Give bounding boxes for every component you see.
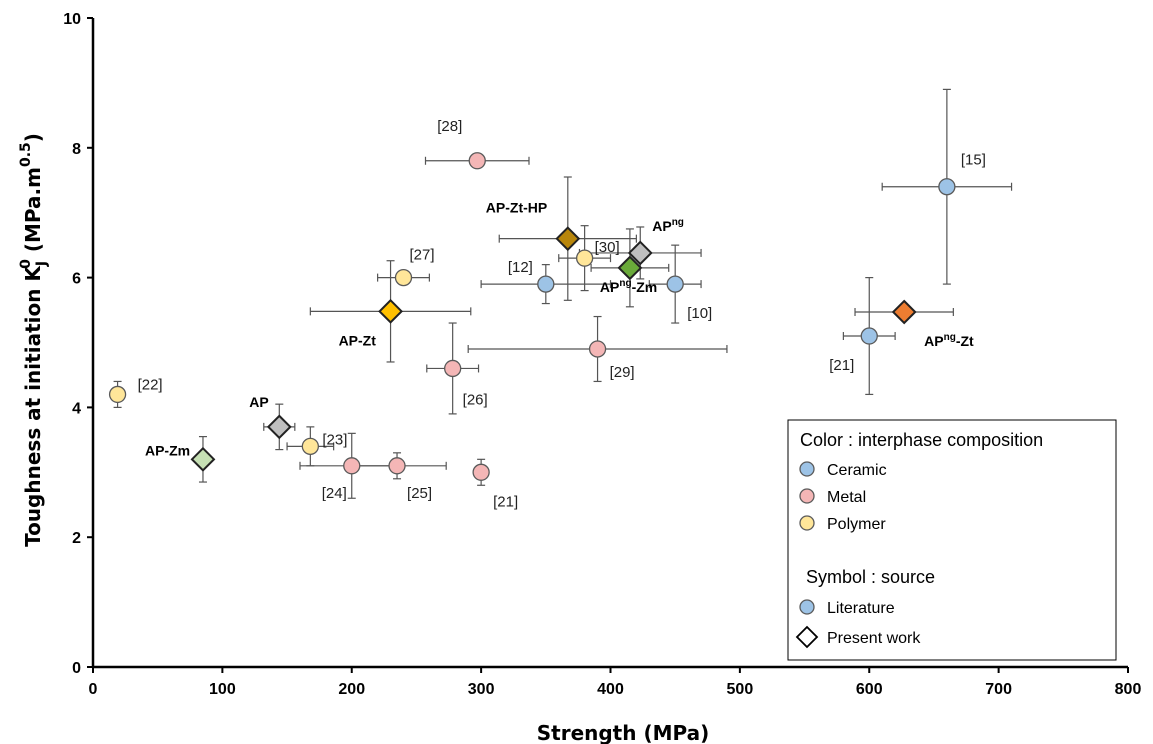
literature-point: [860, 327, 878, 345]
literature-point: [666, 275, 684, 293]
literature-point: [388, 457, 406, 475]
literature-point: [537, 275, 555, 293]
legend-symbol-marker: [799, 599, 815, 615]
literature-point-label: [15]: [961, 152, 986, 169]
y-tick-label: 4: [72, 400, 81, 417]
x-tick-label: 100: [209, 681, 236, 698]
literature-point: [108, 385, 127, 404]
y-tick-label: 6: [72, 271, 81, 288]
legend-symbol-heading: Symbol : source: [806, 567, 935, 587]
literature-point-label: [24]: [322, 485, 347, 502]
literature-point-label: [29]: [610, 364, 635, 381]
legend-color-heading: Color : interphase composition: [800, 430, 1043, 450]
x-tick-label: 0: [89, 681, 98, 698]
x-tick-label: 300: [468, 681, 495, 698]
present-work-label-main: AP: [652, 218, 671, 234]
literature-point-label: [21]: [829, 357, 854, 374]
present-work-label: AP: [249, 394, 268, 410]
present-work-point: [617, 255, 643, 281]
y-axis-title-units-superscript: 0.5: [18, 142, 34, 167]
literature-point-label: [22]: [138, 376, 163, 393]
present-work-point: [891, 299, 917, 325]
literature-point: [472, 463, 490, 481]
literature-point-label: [27]: [410, 247, 435, 264]
literature-point: [938, 178, 956, 196]
literature-point-label: [10]: [687, 305, 712, 322]
present-work-label-main: AP: [924, 333, 943, 349]
present-work-point: [555, 226, 581, 252]
present-work-label-main: AP: [600, 279, 619, 295]
present-work-point: [627, 240, 653, 266]
present-work-label: AP-Zt-HP: [486, 200, 547, 216]
present-work-label-superscript: ng: [672, 217, 684, 228]
x-axis-title: Strength (MPa): [537, 721, 710, 744]
legend-color-items: Ceramic Metal Polymer: [799, 461, 887, 533]
literature-point-label: [26]: [463, 391, 488, 408]
present-work-point: [266, 414, 292, 440]
y-axis-title-subscript: J: [34, 261, 50, 267]
present-work-label-main: AP-Zm: [145, 442, 190, 458]
x-tick-label: 700: [985, 681, 1012, 698]
literature-point-label: [25]: [407, 485, 432, 502]
literature-point: [468, 152, 486, 170]
literature-point: [301, 437, 320, 455]
y-axis-title: Toughness at initiation KJ0 (MPa.m0.5): [18, 133, 50, 547]
y-axis-title-main: Toughness at initiation K: [21, 265, 45, 547]
literature-point: [588, 340, 607, 358]
present-work-label-superscript: ng: [619, 278, 631, 289]
y-tick-label: 2: [72, 530, 81, 547]
legend-color-label: Metal: [827, 489, 866, 506]
literature-point-label: [28]: [437, 118, 462, 135]
x-tick-label: 500: [727, 681, 754, 698]
ticks-layer: 0 100 200 300 400 500 600 700 800 0 2 4 6 8 10: [63, 11, 1141, 698]
legend-color-label: Polymer: [827, 516, 886, 533]
x-tick-label: 600: [856, 681, 883, 698]
markers-layer: [108, 152, 956, 481]
legend-symbol-items: Literature Present work: [795, 599, 921, 649]
present-work-point: [378, 298, 403, 324]
present-work-label: APng-Zt: [924, 332, 974, 349]
present-work-label-main: AP-Zt-HP: [486, 200, 547, 216]
legend-color-label: Ceramic: [827, 462, 887, 479]
present-work-label-main: AP: [249, 394, 268, 410]
present-work-label: AP-Zm: [145, 442, 190, 458]
literature-point: [444, 359, 462, 378]
present-work-label-superscript: ng: [944, 332, 956, 343]
present-work-label: AP-Zt: [339, 332, 377, 348]
present-work-label-tail: -Zm: [632, 279, 658, 295]
present-work-label-main: AP-Zt: [339, 332, 377, 348]
legend-color-marker: [799, 515, 815, 531]
x-tick-label: 400: [597, 681, 624, 698]
literature-point: [394, 268, 413, 287]
present-work-label-tail: -Zt: [956, 333, 974, 349]
legend-symbol-marker: [795, 625, 819, 649]
literature-point: [343, 457, 361, 475]
y-tick-label: 10: [63, 11, 81, 28]
x-tick-label: 200: [338, 681, 365, 698]
point-labels-layer: [28] [15] [27] [30] [12] [10] [21] [29] [26] [22]…: [138, 118, 986, 511]
literature-point-label: [30]: [595, 239, 620, 256]
legend-color-marker: [799, 488, 815, 504]
legend: Color : interphase composition Ceramic Me…: [787, 419, 1117, 661]
present-work-label: APng: [652, 217, 684, 234]
literature-point-label: [21]: [493, 493, 518, 510]
y-axis-title-units: (MPa.m: [21, 167, 45, 259]
present-work-point: [190, 446, 216, 472]
literature-point: [575, 249, 594, 267]
legend-symbol-label: Literature: [827, 600, 895, 617]
y-axis-title-close: ): [21, 133, 45, 142]
literature-point-label: [12]: [508, 259, 533, 276]
y-axis-title-superscript: 0: [18, 259, 34, 269]
legend-symbol-label: Present work: [827, 630, 921, 647]
y-tick-label: 0: [72, 660, 81, 677]
legend-box: [787, 419, 1117, 661]
literature-point-label: [23]: [322, 431, 347, 448]
x-tick-label: 800: [1115, 681, 1142, 698]
y-tick-label: 8: [72, 141, 81, 158]
legend-color-marker: [799, 461, 815, 477]
present-work-label: APng-Zm: [600, 278, 657, 295]
